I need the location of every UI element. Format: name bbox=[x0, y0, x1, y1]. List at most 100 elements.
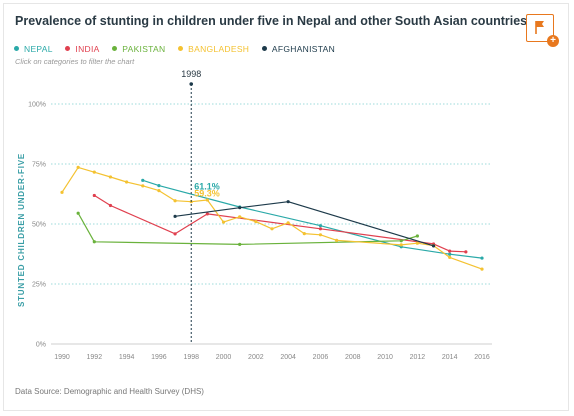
data-point-pakistan bbox=[415, 234, 419, 238]
data-source: Data Source: Demographic and Health Surv… bbox=[15, 387, 204, 396]
data-point-nepal bbox=[318, 224, 323, 228]
data-point-afghanistan bbox=[173, 214, 177, 218]
data-point-india bbox=[448, 249, 452, 253]
x-tick-label: 2000 bbox=[216, 354, 232, 361]
data-point-bangladesh bbox=[480, 267, 484, 271]
x-tick-label: 2004 bbox=[280, 354, 296, 361]
data-point-bangladesh bbox=[125, 180, 129, 184]
filter-hint: Click on categories to filter the chart bbox=[15, 57, 135, 66]
data-point-india bbox=[205, 212, 209, 216]
annotation-nepal: 61.1% bbox=[194, 181, 220, 191]
data-point-bangladesh bbox=[173, 199, 177, 203]
data-point-afghanistan bbox=[238, 206, 242, 210]
series-line-india bbox=[93, 194, 466, 253]
data-point-bangladesh bbox=[254, 220, 258, 224]
data-point-pakistan bbox=[92, 240, 96, 244]
legend-item-bangladesh[interactable]: BANGLADESH bbox=[178, 44, 249, 54]
data-point-bangladesh bbox=[318, 233, 323, 237]
data-point-bangladesh bbox=[205, 198, 209, 202]
marker-dot bbox=[189, 82, 194, 86]
data-point-india bbox=[108, 203, 113, 208]
legend-item-india[interactable]: INDIA bbox=[65, 44, 99, 54]
y-axis-ticks: 0% 25% 50% 75% 100% bbox=[28, 102, 46, 349]
y-tick-label: 25% bbox=[32, 282, 46, 289]
x-tick-label: 1996 bbox=[151, 354, 167, 361]
data-point-pakistan bbox=[76, 211, 80, 215]
legend-label-afghanistan: AFGHANISTAN bbox=[271, 44, 336, 54]
grid bbox=[51, 103, 492, 345]
x-tick-label: 2006 bbox=[313, 354, 329, 361]
marker-label: 1998 bbox=[181, 69, 201, 79]
data-point-nepal bbox=[448, 252, 452, 256]
year-marker: 1998 bbox=[181, 69, 201, 344]
series-line-pakistan bbox=[77, 212, 418, 245]
data-point-bangladesh bbox=[76, 165, 80, 169]
series-line-afghanistan bbox=[175, 201, 434, 247]
flag-icon bbox=[535, 21, 544, 34]
data-point-bangladesh bbox=[92, 170, 96, 174]
legend-item-nepal[interactable]: NEPAL bbox=[14, 44, 53, 54]
legend-label-india: INDIA bbox=[75, 44, 100, 54]
chart-card bbox=[3, 3, 569, 411]
legend-item-afghanistan[interactable]: AFGHANISTAN bbox=[261, 44, 336, 54]
data-point-bangladesh bbox=[157, 189, 161, 193]
data-point-bangladesh bbox=[60, 190, 64, 194]
y-axis-label: STUNTED CHILDREN UNDER-FIVE bbox=[17, 153, 26, 307]
data-point-pakistan bbox=[238, 242, 242, 246]
data-point-bangladesh bbox=[302, 232, 306, 236]
data-point-bangladesh bbox=[399, 243, 403, 247]
legend-label-bangladesh: BANGLADESH bbox=[188, 44, 250, 54]
x-tick-label: 1998 bbox=[183, 354, 199, 361]
x-tick-label: 2010 bbox=[377, 354, 393, 361]
data-point-nepal bbox=[141, 178, 145, 182]
annotations: 61.1%59.3% bbox=[194, 181, 220, 198]
legend-label-pakistan: PAKISTAN bbox=[122, 44, 166, 54]
legend-dot-afghanistan bbox=[261, 46, 267, 51]
legend-dot-india bbox=[65, 46, 71, 51]
data-point-india bbox=[318, 227, 323, 231]
data-point-india bbox=[173, 232, 177, 236]
data-point-bangladesh bbox=[270, 227, 274, 231]
data-point-afghanistan bbox=[286, 200, 290, 204]
x-tick-label: 1990 bbox=[54, 354, 70, 361]
chart-title: Prevalence of stunting in children under… bbox=[15, 14, 528, 28]
data-point-bangladesh bbox=[141, 184, 145, 188]
y-tick-label: 100% bbox=[28, 102, 46, 109]
legend-dot-nepal bbox=[14, 46, 19, 51]
legend-dot-bangladesh bbox=[178, 46, 184, 51]
flag-button[interactable]: + bbox=[526, 14, 559, 47]
legend-item-pakistan[interactable]: PAKISTAN bbox=[112, 44, 165, 54]
y-tick-label: 50% bbox=[32, 222, 46, 229]
data-point-nepal bbox=[157, 184, 161, 188]
x-tick-label: 2008 bbox=[345, 354, 361, 361]
data-point-bangladesh bbox=[221, 220, 226, 224]
data-point-nepal bbox=[480, 256, 484, 260]
data-point-bangladesh bbox=[335, 238, 339, 242]
data-point-india bbox=[92, 193, 96, 198]
x-tick-label: 1992 bbox=[87, 354, 103, 361]
series-lines bbox=[60, 165, 484, 271]
legend-dot-pakistan bbox=[112, 46, 118, 51]
plus-icon: + bbox=[547, 35, 559, 47]
data-point-bangladesh bbox=[415, 241, 419, 245]
series-line-bangladesh bbox=[61, 166, 483, 270]
x-tick-label: 2012 bbox=[410, 354, 426, 361]
annotation-bangladesh: 59.3% bbox=[194, 189, 220, 199]
x-tick-label: 2016 bbox=[474, 354, 490, 361]
legend-label-nepal: NEPAL bbox=[24, 44, 53, 54]
x-tick-label: 2014 bbox=[442, 354, 458, 361]
data-point-bangladesh bbox=[286, 221, 290, 225]
x-axis-ticks: 1990 1992 1994 1996 1998 2000 2002 2004 2006 2008… bbox=[54, 354, 490, 361]
data-point-bangladesh bbox=[448, 255, 452, 259]
y-tick-label: 75% bbox=[32, 162, 46, 169]
x-tick-label: 2002 bbox=[248, 354, 264, 361]
legend: NEPAL INDIA PAKISTAN BANGLADESH AFGHANIS… bbox=[14, 44, 345, 54]
data-point-pakistan bbox=[399, 239, 403, 243]
y-tick-label: 0% bbox=[36, 342, 46, 349]
data-point-india bbox=[464, 250, 468, 254]
data-point-bangladesh bbox=[238, 215, 242, 219]
data-point-bangladesh bbox=[108, 175, 113, 179]
x-tick-label: 1994 bbox=[119, 354, 135, 361]
data-point-afghanistan bbox=[431, 244, 436, 248]
